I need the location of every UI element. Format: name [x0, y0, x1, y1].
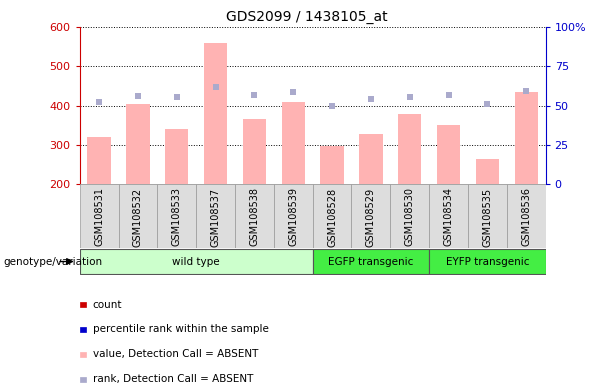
Text: percentile rank within the sample: percentile rank within the sample [93, 324, 268, 334]
Bar [507, 184, 546, 248]
Bar [429, 184, 468, 248]
Text: GSM108531: GSM108531 [94, 187, 104, 247]
Bar [390, 184, 429, 248]
Bar [80, 377, 86, 382]
Point [521, 88, 531, 94]
Bar [476, 159, 499, 184]
Text: GSM108533: GSM108533 [172, 187, 181, 247]
Text: EGFP transgenic: EGFP transgenic [328, 257, 414, 266]
Bar [118, 184, 158, 248]
Point [482, 101, 492, 107]
Bar [165, 129, 188, 184]
Text: EYFP transgenic: EYFP transgenic [446, 257, 529, 266]
Bar [321, 146, 344, 184]
Text: genotype/variation: genotype/variation [3, 257, 102, 266]
Text: GSM108535: GSM108535 [482, 187, 492, 247]
Bar [359, 134, 383, 184]
Text: GSM108534: GSM108534 [444, 187, 454, 247]
Point [94, 99, 104, 105]
Bar [88, 137, 111, 184]
Text: GSM108532: GSM108532 [133, 187, 143, 247]
Bar [80, 184, 118, 248]
Bar [281, 103, 305, 184]
Bar [313, 184, 351, 248]
Point [288, 89, 298, 95]
Text: GSM108539: GSM108539 [288, 187, 298, 247]
Bar [204, 43, 227, 184]
Text: rank, Detection Call = ABSENT: rank, Detection Call = ABSENT [93, 374, 253, 384]
Text: count: count [93, 300, 122, 310]
Bar [398, 114, 421, 184]
Text: wild type: wild type [172, 257, 220, 266]
Text: value, Detection Call = ABSENT: value, Detection Call = ABSENT [93, 349, 258, 359]
Text: GSM108530: GSM108530 [405, 187, 414, 247]
Point [327, 103, 337, 109]
Point [211, 84, 221, 90]
Bar [437, 125, 460, 184]
Bar [196, 184, 235, 248]
Text: GDS2099 / 1438105_at: GDS2099 / 1438105_at [226, 10, 387, 23]
Bar [235, 184, 274, 248]
Bar [243, 119, 266, 184]
Bar [80, 249, 313, 274]
Point [405, 94, 414, 100]
Bar [274, 184, 313, 248]
Text: GSM108537: GSM108537 [211, 187, 221, 247]
Bar [80, 302, 86, 307]
Bar [351, 184, 390, 248]
Text: GSM108536: GSM108536 [521, 187, 531, 247]
Text: GSM108529: GSM108529 [366, 187, 376, 247]
Bar [158, 184, 196, 248]
Text: GSM108528: GSM108528 [327, 187, 337, 247]
Point [172, 93, 181, 99]
Point [133, 93, 143, 99]
Bar [80, 352, 86, 357]
Bar [468, 184, 507, 248]
Bar [514, 92, 538, 184]
Bar [313, 249, 429, 274]
Bar [126, 104, 150, 184]
Bar [429, 249, 546, 274]
Text: GSM108538: GSM108538 [249, 187, 259, 247]
Point [444, 92, 454, 98]
Point [249, 92, 259, 98]
Bar [80, 327, 86, 332]
Point [366, 96, 376, 102]
